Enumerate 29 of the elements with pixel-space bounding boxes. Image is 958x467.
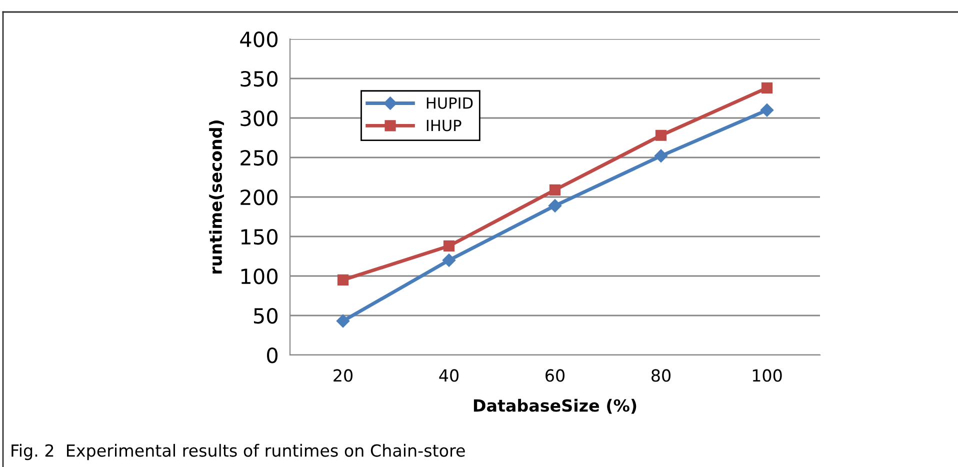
x-tick-label: 100: [752, 369, 782, 382]
point: [548, 199, 562, 212]
x-axis-title: DatabaseSize (%): [474, 398, 636, 414]
point: [336, 314, 350, 328]
y-tick-label: 50: [254, 308, 278, 324]
point: [761, 82, 773, 94]
point: [443, 240, 455, 252]
legend-label: HUPID: [426, 97, 473, 109]
y-tick-label: 250: [240, 150, 278, 166]
y-tick-label: 350: [240, 70, 278, 87]
x-tick-label: 20: [334, 369, 352, 382]
y-tick-label: 100: [241, 268, 278, 284]
point: [654, 149, 668, 163]
y-tick-label: 0: [267, 347, 278, 364]
y-tick-label: 200: [240, 189, 278, 206]
x-tick-label: 80: [652, 369, 670, 382]
y-tick-label: 300: [240, 110, 278, 126]
x-tick-label: 60: [546, 369, 564, 382]
point: [337, 274, 349, 286]
point: [655, 130, 667, 141]
caption: Fig. 2 Experimental results of runtimes on Chain-store: [12, 444, 465, 460]
point: [442, 254, 456, 267]
y-axis-title: runtime(second): [209, 120, 224, 274]
point: [760, 104, 774, 117]
legend-label: IHUP: [426, 120, 462, 132]
y-tick-label: 150: [241, 228, 278, 245]
y-tick-label: 400: [240, 31, 278, 48]
x-tick-label: 40: [439, 369, 458, 382]
point: [549, 184, 561, 196]
